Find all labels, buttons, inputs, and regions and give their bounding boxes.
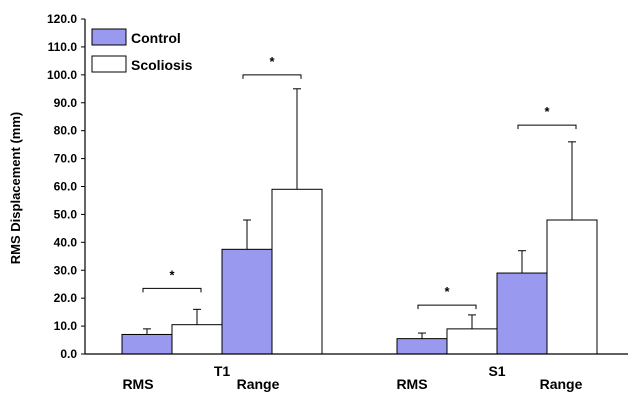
x-category-label: RMS: [122, 376, 153, 392]
y-tick-label: 30.0: [54, 263, 78, 277]
y-tick-label: 50.0: [54, 207, 78, 221]
y-tick-label: 40.0: [54, 235, 78, 249]
y-axis-label: RMS Displacement (mm): [8, 112, 23, 264]
y-tick-label: 60.0: [54, 180, 78, 194]
bar-control-t1-range: [221, 248, 273, 355]
significance-bracket: [242, 74, 302, 79]
bar-control-t1-rms: [121, 333, 173, 355]
significance-bracket: [517, 124, 577, 130]
bar-scoliosis-s1-rms: [446, 328, 498, 355]
x-group-label: T1: [214, 363, 231, 379]
bar-scoliosis-s1-range: [546, 219, 598, 355]
x-axis-labels: RMS Range RMS Range T1 S1: [122, 363, 582, 392]
significance-star: *: [169, 267, 175, 282]
bar-scoliosis-t1-rms: [171, 324, 223, 355]
x-category-label: RMS: [396, 376, 427, 392]
bar-control-s1-rms: [396, 338, 448, 355]
legend-swatch-control: [91, 28, 127, 46]
significance-bracket: [142, 287, 202, 293]
legend-swatch-scoliosis: [91, 55, 127, 73]
y-tick-label: 80.0: [54, 124, 78, 138]
y-tick-label: 0.0: [60, 347, 77, 361]
y-tick-label: 110.0: [48, 40, 78, 54]
significance-star: *: [544, 104, 550, 119]
x-category-label: Range: [237, 376, 280, 392]
significance-star: *: [269, 54, 275, 69]
y-tick-label: 100.0: [47, 68, 77, 82]
y-tick-label: 70.0: [54, 152, 78, 166]
legend-label-control: Control: [131, 30, 181, 46]
x-group-label: S1: [488, 363, 505, 379]
bar-scoliosis-t1-range: [271, 188, 323, 355]
significance-star: *: [444, 284, 450, 299]
bar-control-s1-range: [496, 272, 548, 355]
legend-label-scoliosis: Scoliosis: [131, 57, 193, 73]
y-tick-label: 120.0: [47, 12, 77, 26]
x-category-label: Range: [540, 376, 583, 392]
y-tick-label: 10.0: [54, 319, 78, 333]
significance-bracket: [417, 304, 477, 310]
significance-layer: * * * *: [142, 54, 577, 310]
legend: Control Scoliosis: [91, 28, 193, 73]
y-axis-ticks: 0.0 10.0 20.0 30.0 40.0 50.0 60.0 70.0 80.0 90.0 1…: [47, 12, 85, 361]
bars-layer: [121, 88, 598, 355]
y-tick-label: 90.0: [54, 96, 78, 110]
y-tick-label: 20.0: [54, 291, 78, 305]
